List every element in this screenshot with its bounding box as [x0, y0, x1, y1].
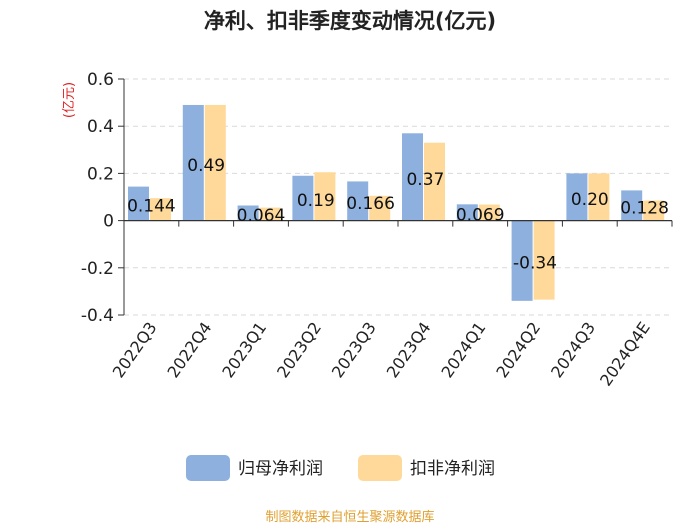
- bar-net-profit-2022Q4: [182, 104, 204, 221]
- bar-net-profit-2023Q1: [237, 205, 259, 221]
- x-tick-label: 2024Q4E: [596, 318, 654, 389]
- x-tick-label: 2023Q4: [383, 318, 435, 381]
- source-note: 制图数据来自恒生聚源数据库: [265, 509, 434, 525]
- data-label: 0.37: [406, 170, 444, 190]
- y-tick-label: -0.2: [81, 259, 114, 279]
- data-label: -0.34: [513, 254, 557, 274]
- legend-label: 归母净利润: [238, 459, 323, 479]
- data-label: 0.128: [620, 198, 669, 218]
- bar-deducted-profit-2023Q3: [369, 195, 391, 221]
- bar-deducted-profit-2022Q4: [204, 104, 226, 221]
- bar-deducted-profit-2024Q4E: [643, 200, 665, 221]
- legend-label: 扣非净利润: [410, 459, 495, 479]
- y-tick-label: 0: [103, 212, 114, 232]
- data-label: 0.49: [187, 156, 225, 176]
- bar-net-profit-2024Q2: [511, 220, 533, 301]
- bar-net-profit-2023Q2: [292, 175, 314, 221]
- data-label: 0.20: [571, 190, 609, 210]
- y-tick-label: 0.6: [87, 70, 114, 90]
- x-tick-label: 2023Q3: [328, 318, 380, 381]
- legend-swatch: [358, 455, 402, 481]
- bar-deducted-profit-2022Q3: [150, 198, 171, 221]
- bar-deducted-profit-2023Q4: [424, 142, 445, 221]
- data-label: 0.166: [346, 194, 395, 214]
- x-tick-label: 2024Q2: [492, 318, 544, 381]
- data-label: 0.064: [237, 206, 286, 226]
- bar-deducted-profit-2024Q1: [478, 204, 500, 221]
- bar-net-profit-2022Q3: [128, 186, 149, 221]
- y-tick-label: 0.2: [87, 164, 114, 184]
- data-labels: 0.144 0.49 0.064 0.19 0.166 0.37 0.069 -0.34 0.2…: [127, 156, 669, 274]
- data-label: 0.069: [456, 205, 505, 225]
- bar-net-profit-2023Q4: [402, 133, 423, 221]
- y-tick-label: -0.4: [81, 306, 114, 326]
- bars: [128, 104, 665, 301]
- x-tick-label: 2024Q1: [437, 318, 489, 381]
- bar-net-profit-2024Q4E: [621, 190, 643, 221]
- data-label: 0.144: [127, 197, 176, 217]
- bar-deducted-profit-2023Q1: [259, 207, 281, 221]
- y-tick-label: 0.4: [87, 117, 114, 137]
- x-tick-label: 2024Q3: [547, 318, 599, 381]
- bar-deducted-profit-2023Q2: [314, 172, 336, 221]
- axes: [118, 78, 673, 316]
- x-tick-label: 2022Q3: [109, 318, 161, 381]
- y-axis-label: (亿元): [62, 82, 77, 118]
- bar-deducted-profit-2024Q3: [588, 173, 610, 221]
- legend-swatch: [186, 455, 230, 481]
- bar-net-profit-2024Q3: [566, 173, 588, 221]
- chart-title: 净利、扣非季度变动情况(亿元): [204, 9, 496, 33]
- legend: 归母净利润 扣非净利润: [186, 455, 495, 481]
- x-tick-label: 2023Q2: [273, 318, 325, 381]
- bar-deducted-profit-2024Q2: [533, 220, 555, 300]
- x-tick-label: 2022Q4: [163, 318, 215, 381]
- x-tick-label: 2023Q1: [218, 318, 270, 381]
- data-label: 0.19: [297, 191, 335, 211]
- bar-net-profit-2023Q3: [347, 181, 369, 221]
- bar-net-profit-2024Q1: [456, 204, 478, 221]
